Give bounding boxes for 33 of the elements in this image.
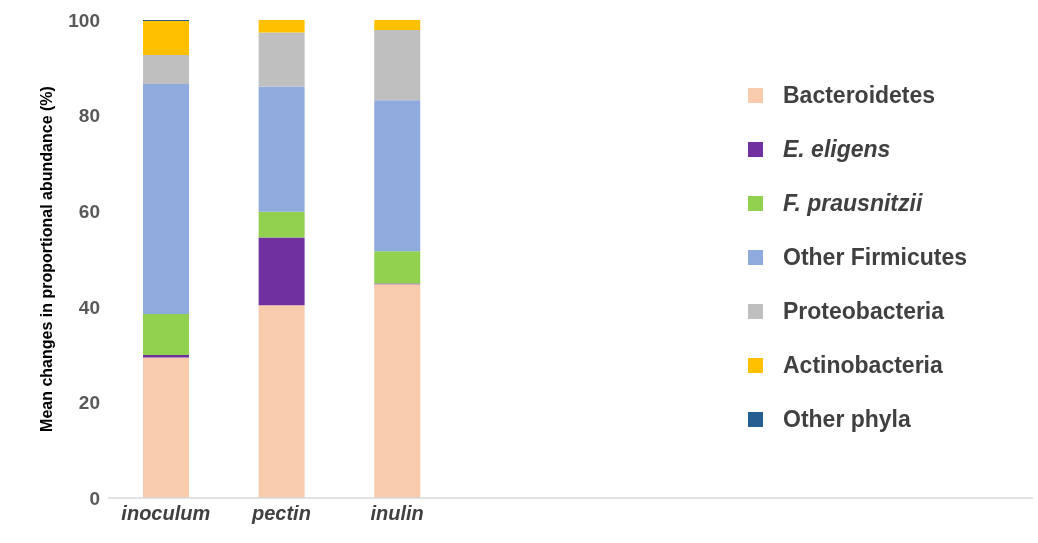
y-tick-label: 80 (78, 105, 100, 127)
y-tick-label: 100 (68, 9, 100, 31)
bar (374, 100, 421, 252)
bar (258, 86, 305, 212)
y-axis-title: Mean changes in proportional abundance (%) (37, 86, 55, 432)
y-tick-label: 40 (78, 296, 100, 318)
bar (374, 284, 421, 498)
x-tick-label: inoculum (121, 502, 211, 525)
bar (258, 20, 305, 33)
legend-label: E. eligens (783, 135, 891, 163)
legend-label: Proteobacteria (783, 297, 945, 325)
bar (374, 20, 421, 31)
y-tick-label: 0 (89, 487, 100, 509)
bar (143, 313, 189, 356)
legend-label: F. prausnitzii (783, 189, 923, 217)
x-tick-label: inulin (370, 502, 424, 525)
legend-label: Actinobacteria (783, 351, 943, 379)
y-tick-label: 60 (78, 200, 100, 222)
bar (143, 20, 189, 55)
legend-label: Other phyla (783, 405, 911, 433)
bar (143, 357, 189, 498)
legend-label: Other Firmicutes (783, 243, 968, 271)
x-tick-label: pectin (250, 502, 311, 525)
bar (258, 211, 305, 238)
bar (143, 54, 189, 85)
bar (143, 84, 189, 314)
bar (258, 237, 305, 306)
bar (258, 305, 305, 498)
bar (374, 30, 421, 101)
bar (258, 32, 305, 87)
legend-label: Bacteroidetes (783, 81, 936, 109)
y-tick-label: 20 (78, 392, 100, 414)
bar (374, 251, 421, 284)
